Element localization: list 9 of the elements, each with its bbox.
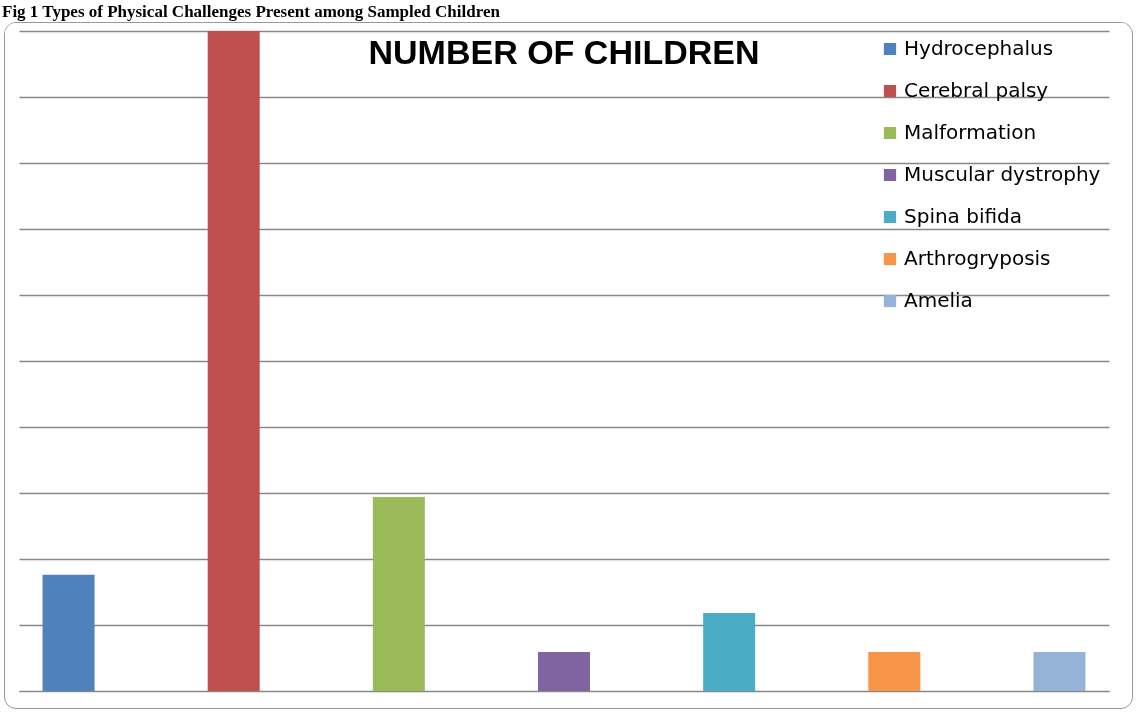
legend-label: Arthrogryposis [904, 246, 1051, 270]
legend-label: Cerebral palsy [904, 78, 1049, 102]
caption: Fig 1 Types of Physical Challenges Present among Sampled Children [1, 1, 501, 22]
legend-label: Hydrocephalus [904, 36, 1054, 60]
chart-title: NUMBER OF CHILDREN [368, 33, 760, 71]
legend-label: Amelia [904, 288, 973, 312]
legend-label: Muscular dystrophy [904, 162, 1101, 186]
legend-label: Spina bifida [904, 204, 1023, 228]
legend-label: Malformation [904, 120, 1037, 144]
